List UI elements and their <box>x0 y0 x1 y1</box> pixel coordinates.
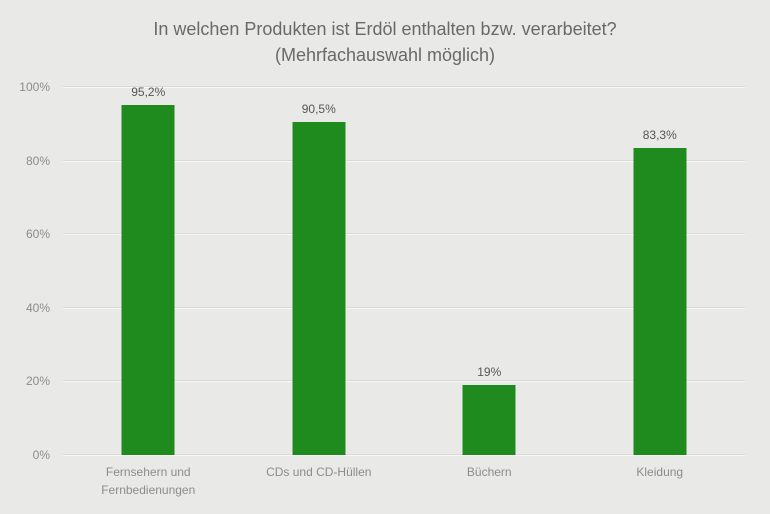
bar-value-label: 95,2% <box>131 84 166 99</box>
gridline <box>63 380 745 382</box>
x-axis-category-label-text: Fernsehern und Fernbedienungen <box>101 465 196 497</box>
bar-column: 95,2% <box>63 84 234 455</box>
gridline <box>63 454 745 455</box>
bar <box>121 104 175 455</box>
gridline <box>63 306 745 308</box>
plot-area: 95,2% 90,5% 19% 83,3% <box>63 84 746 455</box>
bar <box>633 148 687 455</box>
x-axis-category-label-text: CDs und CD-Hüllen <box>266 465 372 479</box>
bar-column: 83,3% <box>575 87 746 455</box>
gridline <box>63 159 745 161</box>
gridline <box>63 233 745 235</box>
y-axis-tick-label: 20% <box>25 374 50 389</box>
bar-value-label: 83,3% <box>642 128 677 143</box>
chart-title-line1: In welchen Produkten ist Erdöl enthalten… <box>153 19 617 39</box>
x-axis-category-label: Fernsehern und Fernbedienungen <box>63 463 234 499</box>
x-axis-category-label: CDs und CD-Hüllen <box>234 463 405 499</box>
x-axis-category-label-text: Kleidung <box>636 465 684 479</box>
x-axis-category-label: Kleidung <box>575 463 746 499</box>
bars-row: 95,2% 90,5% 19% 83,3% <box>63 84 746 455</box>
gridline <box>63 86 745 87</box>
y-axis-tick-label: 40% <box>25 300 50 315</box>
chart-title-line2: (Mehrfachauswahl möglich) <box>274 45 496 66</box>
y-axis-tick-label: 100% <box>19 80 50 94</box>
bar <box>462 385 516 455</box>
x-axis-category-labels: Fernsehern und Fernbedienungen CDs und CD… <box>63 463 745 499</box>
x-axis-category-label-text: Büchern <box>466 465 512 479</box>
bar-value-label: 90,5% <box>301 101 336 116</box>
y-axis-tick-label: 80% <box>25 153 50 168</box>
y-axis-tick-label: 0% <box>32 448 50 462</box>
bar-column: 90,5% <box>234 87 405 455</box>
y-axis-tick-label: 60% <box>25 227 50 242</box>
chart-title: In welchen Produkten ist Erdöl enthalten… <box>0 16 770 68</box>
bar-value-label: 19% <box>477 365 502 380</box>
x-axis-category-label: Büchern <box>404 463 575 499</box>
bar <box>292 121 346 455</box>
bar-column: 19% <box>404 87 575 455</box>
y-axis: 0% 20% 40% 60% 80% 100% <box>0 80 50 462</box>
